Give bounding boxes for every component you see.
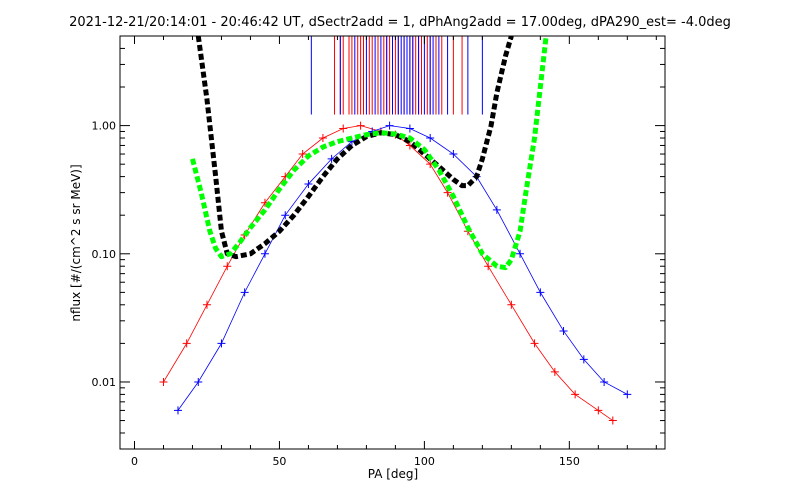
y-tick-label: 0.01: [92, 376, 117, 389]
data-point: [298, 150, 307, 159]
series-line-blue: [177, 125, 628, 411]
data-point: [385, 121, 394, 130]
x-tick-label: 100: [414, 455, 435, 468]
plot-frame: [119, 35, 666, 450]
data-point: [623, 390, 632, 399]
data-point: [530, 339, 539, 348]
y-tick-label: 0.10: [92, 248, 117, 261]
data-point: [536, 288, 545, 297]
chart-title: 2021-12-21/20:14:01 - 20:46:42 UT, dSect…: [69, 15, 731, 30]
x-tick-label: 150: [559, 455, 580, 468]
data-point: [594, 406, 603, 415]
data-point: [202, 300, 211, 309]
series-group: [159, 36, 632, 425]
data-point: [600, 377, 609, 386]
x-tick-label: 50: [272, 455, 286, 468]
data-point: [449, 150, 458, 159]
data-point: [281, 211, 290, 220]
data-point: [240, 288, 249, 297]
data-point: [223, 262, 232, 271]
data-point: [159, 377, 168, 386]
data-point: [426, 134, 435, 143]
data-point: [608, 416, 617, 425]
data-point: [550, 367, 559, 376]
data-point: [194, 377, 203, 386]
series-line-red: [163, 125, 614, 421]
data-point: [492, 205, 501, 214]
series-line-green: [190, 36, 549, 271]
data-point: [173, 406, 182, 415]
data-point: [182, 339, 191, 348]
data-point: [579, 355, 588, 364]
data-point: [318, 134, 327, 143]
data-point: [405, 124, 414, 133]
x-axis-label: PA [deg]: [368, 467, 418, 481]
axes: 0 50 100 150 0.01 0.10 1.00: [92, 35, 665, 468]
data-point: [559, 326, 568, 335]
plot-area: [159, 36, 632, 425]
data-point: [484, 262, 493, 271]
y-axis-label: nflux [#/(cm^2 s sr MeV)]: [69, 164, 83, 321]
data-point: [217, 339, 226, 348]
y-tick-label: 1.00: [92, 120, 117, 133]
data-point: [260, 249, 269, 258]
data-point: [516, 249, 525, 258]
data-point: [339, 124, 348, 133]
data-point: [507, 300, 516, 309]
data-point: [304, 180, 313, 189]
data-point: [356, 121, 365, 130]
data-point: [571, 390, 580, 399]
x-tick-label: 0: [131, 455, 138, 468]
